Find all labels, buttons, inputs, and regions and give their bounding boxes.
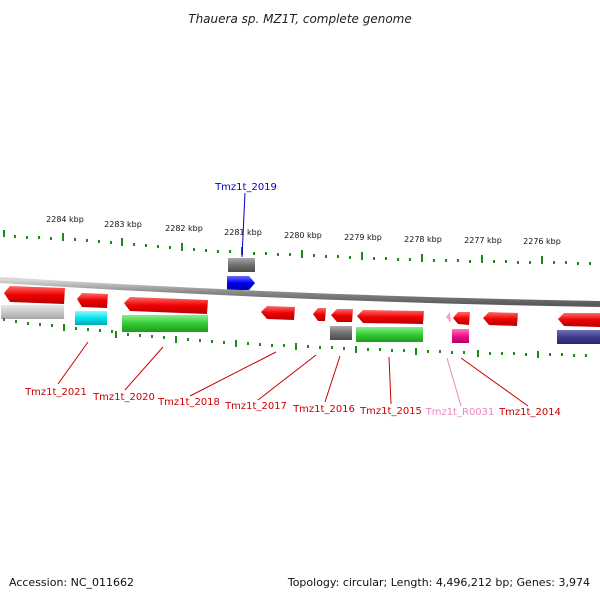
genome-axis	[0, 277, 600, 307]
leader-line	[124, 346, 164, 391]
label-leaders	[57, 341, 529, 407]
gene-arrow[interactable]	[357, 310, 424, 324]
kbp-label: 2283 kbp	[104, 220, 142, 229]
gene-labels: Tmz1t_2021 Tmz1t_2020 Tmz1t_2018 Tmz1t_2…	[24, 387, 561, 418]
kbp-labels: 2284 kbp 2283 kbp 2282 kbp 2281 kbp 2280…	[46, 215, 561, 246]
gene-features	[1, 286, 600, 344]
gene-label-tmz1t-2014[interactable]: Tmz1t_2014	[498, 407, 561, 418]
gene-feature[interactable]	[75, 311, 107, 325]
gene-label-tmz1t-2020[interactable]: Tmz1t_2020	[92, 392, 155, 403]
kbp-label: 2277 kbp	[464, 236, 502, 245]
gene-arrow[interactable]	[77, 293, 108, 308]
gene-label-tmz1t-2018[interactable]: Tmz1t_2018	[157, 397, 220, 408]
gene-label-tmz1t-r0031[interactable]: Tmz1t_R0031	[425, 407, 495, 418]
gene-arrow[interactable]	[558, 313, 600, 327]
gene-arrow[interactable]	[453, 312, 470, 325]
leader-line	[189, 351, 277, 397]
summary-text: Topology: circular; Length: 4,496,212 bp…	[287, 576, 590, 589]
map-title: Thauera sp. MZ1T, complete genome	[188, 12, 412, 26]
kbp-label: 2284 kbp	[46, 215, 84, 224]
gene-arrow[interactable]	[261, 306, 295, 320]
gene-arrow[interactable]	[483, 312, 518, 326]
gene-feature[interactable]	[122, 315, 208, 332]
gene-label-tmz1t-2015[interactable]: Tmz1t_2015	[359, 406, 422, 417]
gene-label-tmz1t-2016[interactable]: Tmz1t_2016	[292, 404, 355, 415]
kbp-label: 2280 kbp	[284, 231, 322, 240]
gene-feature[interactable]	[330, 326, 352, 340]
kbp-label: 2279 kbp	[344, 233, 382, 242]
leader-line	[57, 341, 89, 385]
gene-arrow[interactable]	[331, 309, 353, 322]
gene-label-tmz1t-2021[interactable]: Tmz1t_2021	[24, 387, 87, 398]
leader-line	[257, 354, 317, 401]
kbp-label: 2282 kbp	[165, 224, 203, 233]
gene-feature[interactable]	[1, 305, 64, 319]
gene-label-tmz1t-2017[interactable]: Tmz1t_2017	[224, 401, 287, 412]
gene-feature[interactable]	[356, 327, 423, 342]
gene-feature[interactable]	[452, 329, 469, 343]
leader-line	[388, 356, 392, 405]
gene-feature[interactable]	[557, 330, 600, 344]
upper-tick-row	[3, 230, 591, 265]
accession-text: Accession: NC_011662	[9, 576, 134, 589]
gene-arrow-blue[interactable]	[227, 276, 255, 290]
gene-arrow[interactable]	[4, 286, 65, 304]
leader-line	[241, 192, 246, 258]
gene-label-tmz1t-2019[interactable]: Tmz1t_2019	[214, 182, 277, 193]
gene-arrow[interactable]	[313, 308, 326, 321]
leader-line	[324, 355, 341, 403]
kbp-label: 2278 kbp	[404, 235, 442, 244]
leader-line	[460, 357, 529, 407]
kbp-label: 2276 kbp	[523, 237, 561, 246]
leader-line	[446, 357, 462, 407]
lower-tick-row	[3, 318, 587, 358]
gene-feature[interactable]	[228, 258, 255, 272]
gene-arrow-rna[interactable]	[446, 312, 451, 323]
gene-arrow[interactable]	[124, 297, 208, 314]
